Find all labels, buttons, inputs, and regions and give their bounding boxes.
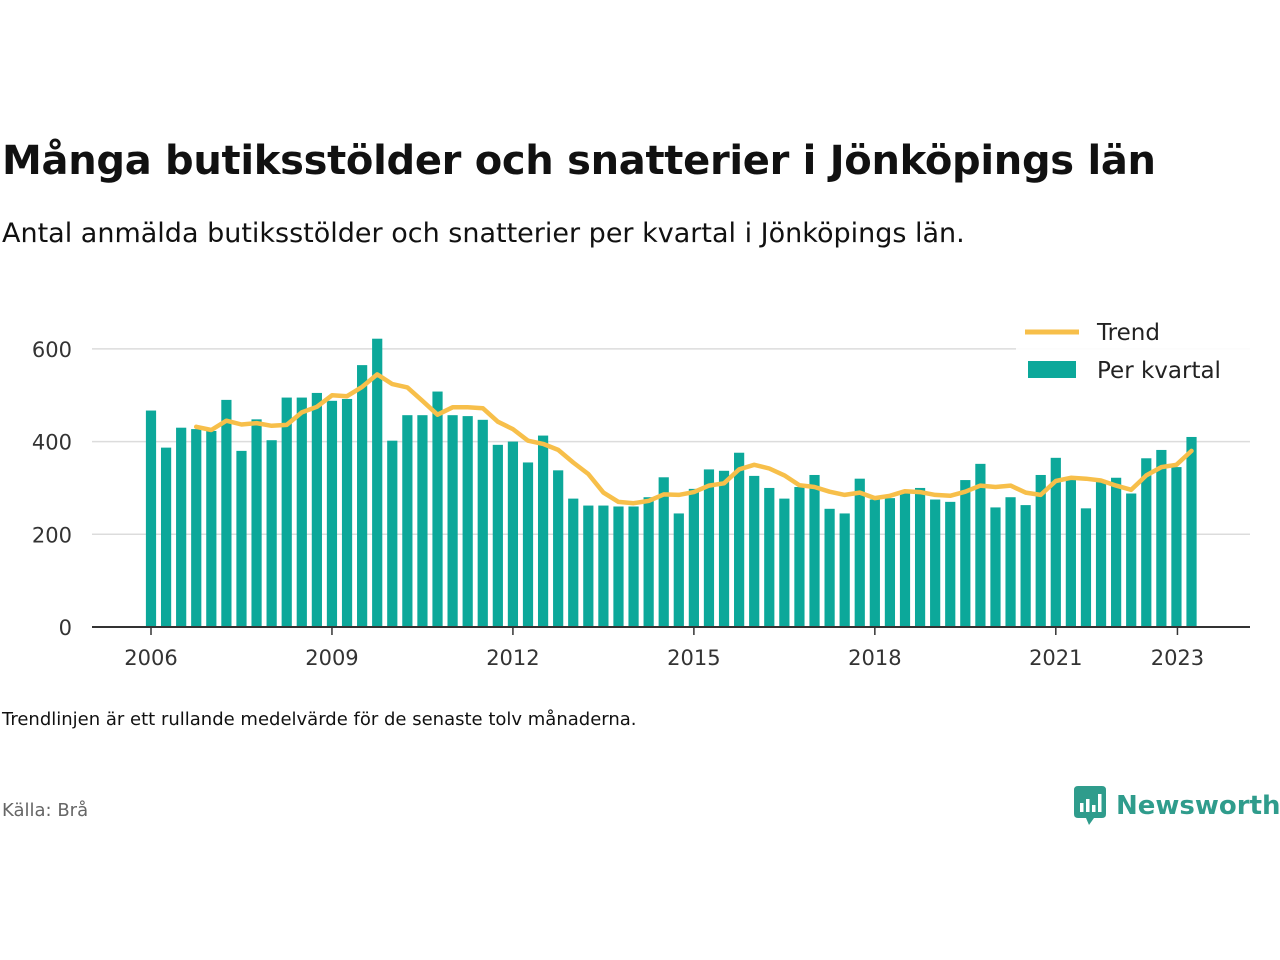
bar	[990, 507, 1001, 627]
bar	[281, 397, 292, 627]
bar	[236, 450, 247, 627]
bar	[975, 463, 986, 627]
bar	[1095, 480, 1107, 627]
bar	[492, 444, 503, 627]
y-tick-label: 0	[59, 616, 72, 640]
bar	[221, 399, 232, 627]
source-label: Källa: Brå	[2, 800, 89, 821]
bar	[1005, 497, 1016, 627]
bar	[673, 513, 684, 627]
bar	[417, 415, 428, 627]
bar	[718, 470, 730, 627]
bar	[176, 427, 187, 627]
bar	[1080, 508, 1092, 627]
legend-bar-label: Per kvartal	[1097, 358, 1221, 384]
bar	[643, 497, 654, 627]
bar	[311, 392, 322, 627]
bar	[341, 398, 353, 627]
bar	[372, 338, 383, 627]
bar	[1186, 436, 1197, 627]
bar	[402, 415, 413, 627]
footnote: Trendlinjen är ett rullande medelvärde f…	[2, 709, 637, 730]
bar	[1156, 449, 1167, 627]
bar-series	[145, 338, 1197, 627]
bar	[960, 480, 971, 627]
chart-subtitle: Antal anmälda butiksstölder och snatteri…	[2, 218, 965, 249]
bar	[462, 416, 473, 627]
bar	[1065, 479, 1076, 627]
bar	[522, 462, 534, 627]
x-tick-label: 2006	[124, 646, 177, 670]
bar	[477, 419, 488, 627]
x-tick-label: 2021	[1029, 646, 1082, 670]
bar	[447, 415, 458, 627]
y-tick-label: 200	[32, 523, 72, 547]
brand-name: Newsworthy	[1116, 791, 1280, 821]
trend-series	[193, 372, 1194, 506]
bar	[145, 410, 157, 627]
bar	[583, 505, 594, 627]
bar	[899, 492, 911, 627]
x-tick-label: 2009	[305, 646, 358, 670]
x-tick-label: 2015	[667, 646, 720, 670]
bar	[839, 513, 850, 627]
bar	[296, 397, 307, 627]
bar	[387, 440, 398, 627]
bar	[688, 488, 699, 627]
bar	[613, 506, 624, 627]
y-tick-label: 600	[32, 338, 72, 362]
bar	[779, 498, 790, 627]
bar	[357, 365, 368, 627]
bar	[432, 391, 443, 627]
bar	[598, 505, 609, 627]
chart-title: Många butiksstölder och snatterier i Jön…	[2, 138, 1156, 184]
bar	[1050, 457, 1061, 627]
bar	[1171, 467, 1182, 627]
bar	[568, 498, 579, 627]
bar	[824, 508, 835, 627]
bar	[251, 419, 262, 627]
bar	[1141, 458, 1152, 627]
bar	[869, 499, 880, 627]
legend-background	[1016, 314, 1250, 398]
bar	[794, 487, 805, 627]
legend-bar-swatch	[1028, 361, 1076, 378]
bar	[930, 499, 941, 627]
bar	[945, 501, 956, 627]
x-tick-label: 2012	[486, 646, 539, 670]
bar	[160, 447, 172, 627]
y-tick-label: 400	[32, 431, 72, 455]
bar	[537, 435, 549, 627]
bar	[764, 487, 775, 627]
bar	[326, 400, 338, 627]
bar	[703, 469, 715, 627]
bar	[658, 477, 669, 627]
bar	[1126, 493, 1137, 627]
bar	[884, 498, 896, 627]
bar	[628, 506, 639, 627]
bar	[734, 452, 745, 627]
bar	[914, 487, 926, 627]
brand: Newsworthy	[1072, 786, 1280, 826]
chart-area: 0 200 400 600 2006 2009 2012 2015 2018 2021 2023 T…	[32, 314, 1250, 670]
bar	[266, 440, 277, 627]
x-tick-label: 2023	[1151, 646, 1204, 670]
bar	[854, 478, 865, 627]
legend-trend-label: Trend	[1096, 320, 1160, 346]
bar	[1035, 474, 1046, 627]
bar	[206, 430, 217, 627]
bar	[809, 474, 820, 627]
trend-line	[193, 372, 1194, 506]
bar	[507, 441, 519, 627]
bar	[749, 475, 760, 627]
newsworthy-logo-icon	[1074, 786, 1106, 825]
bar	[191, 429, 202, 627]
legend: Trend Per kvartal	[1016, 314, 1250, 398]
x-tick-label: 2018	[848, 646, 901, 670]
axes: 0 200 400 600 2006 2009 2012 2015 2018 2021 2023	[32, 338, 1250, 670]
bar	[1020, 505, 1031, 627]
bar	[553, 470, 564, 627]
bar	[1111, 477, 1122, 627]
